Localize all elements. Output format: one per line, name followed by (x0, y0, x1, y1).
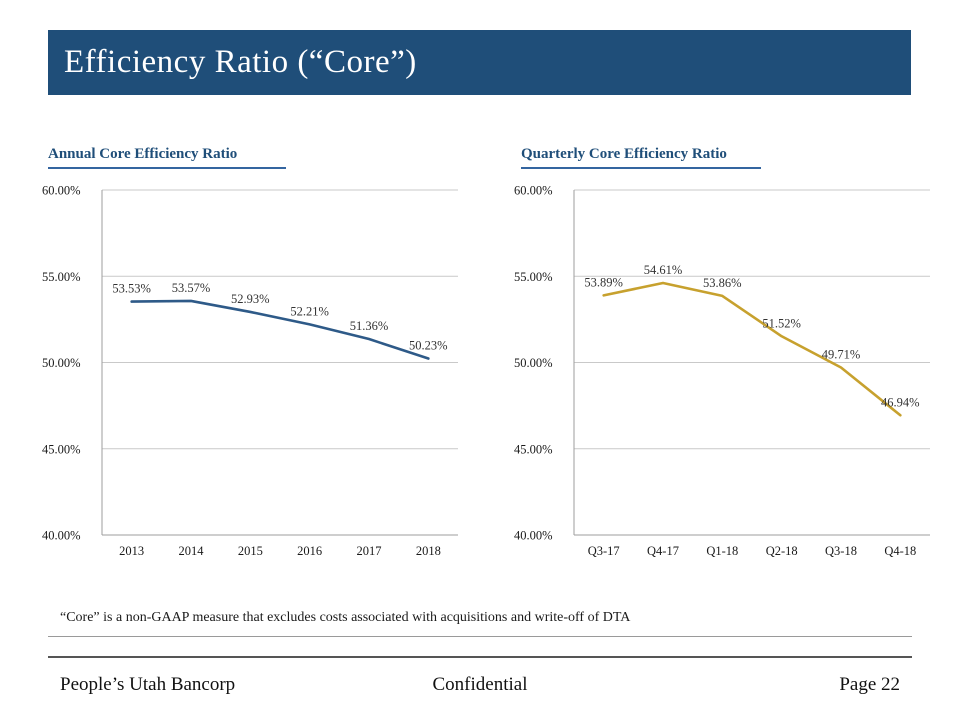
y-tick-label: 55.00% (42, 270, 81, 284)
series-line (602, 281, 902, 417)
data-label: 46.94% (881, 395, 920, 409)
footer-page-number: Page 22 (839, 674, 900, 695)
x-tick-label: Q4-18 (884, 544, 916, 558)
x-tick-label: 2014 (179, 544, 205, 558)
y-tick-label: 55.00% (514, 270, 553, 284)
footer-confidential: Confidential (432, 674, 528, 695)
data-label: 53.86% (703, 276, 742, 290)
annual-chart: 40.00% 45.00% 50.00% 55.00% 60.00% 2013 2014 20… (42, 184, 458, 558)
x-tick-label: 2015 (238, 544, 263, 558)
quarterly-chart-heading: Quarterly Core Efficiency Ratio (521, 146, 761, 169)
data-label: 49.71% (822, 348, 861, 362)
y-tick-label: 60.00% (42, 184, 81, 198)
x-tick-label: Q3-17 (588, 544, 620, 558)
y-tick-label: 45.00% (42, 442, 81, 456)
series-line (130, 299, 430, 360)
data-label: 51.36% (350, 319, 389, 333)
footer-company: People’s Utah Bancorp (60, 674, 236, 695)
x-tick-label: Q1-18 (706, 544, 738, 558)
data-label: 54.61% (644, 263, 683, 277)
slide-title: Efficiency Ratio (“Core”) (64, 44, 417, 80)
x-tick-label: 2016 (297, 544, 322, 558)
y-tick-label: 50.00% (514, 356, 553, 370)
y-tick-label: 45.00% (514, 442, 553, 456)
title-bar: Efficiency Ratio (“Core”) (48, 30, 911, 95)
y-tick-label: 60.00% (514, 184, 553, 198)
x-tick-label: 2018 (416, 544, 441, 558)
data-label: 53.53% (112, 282, 151, 296)
quarterly-chart: 40.00% 45.00% 50.00% 55.00% 60.00% Q3-17 Q4-17… (514, 184, 930, 558)
x-tick-label: 2017 (357, 544, 382, 558)
data-label: 50.23% (409, 339, 448, 353)
data-label: 51.52% (762, 316, 801, 330)
x-tick-label: Q4-17 (647, 544, 679, 558)
x-tick-label: Q3-18 (825, 544, 857, 558)
data-label: 52.21% (290, 304, 329, 318)
footer-divider (48, 656, 912, 658)
footnote: “Core” is a non-GAAP measure that exclud… (60, 610, 631, 625)
data-label: 53.57% (172, 281, 211, 295)
footnote-divider (48, 636, 912, 637)
data-label: 52.93% (231, 292, 270, 306)
y-tick-label: 40.00% (42, 529, 81, 543)
annual-chart-heading: Annual Core Efficiency Ratio (48, 146, 286, 169)
x-tick-label: Q2-18 (766, 544, 798, 558)
data-label: 53.89% (584, 275, 623, 289)
x-tick-label: 2013 (119, 544, 144, 558)
y-tick-label: 50.00% (42, 356, 81, 370)
y-tick-label: 40.00% (514, 529, 553, 543)
